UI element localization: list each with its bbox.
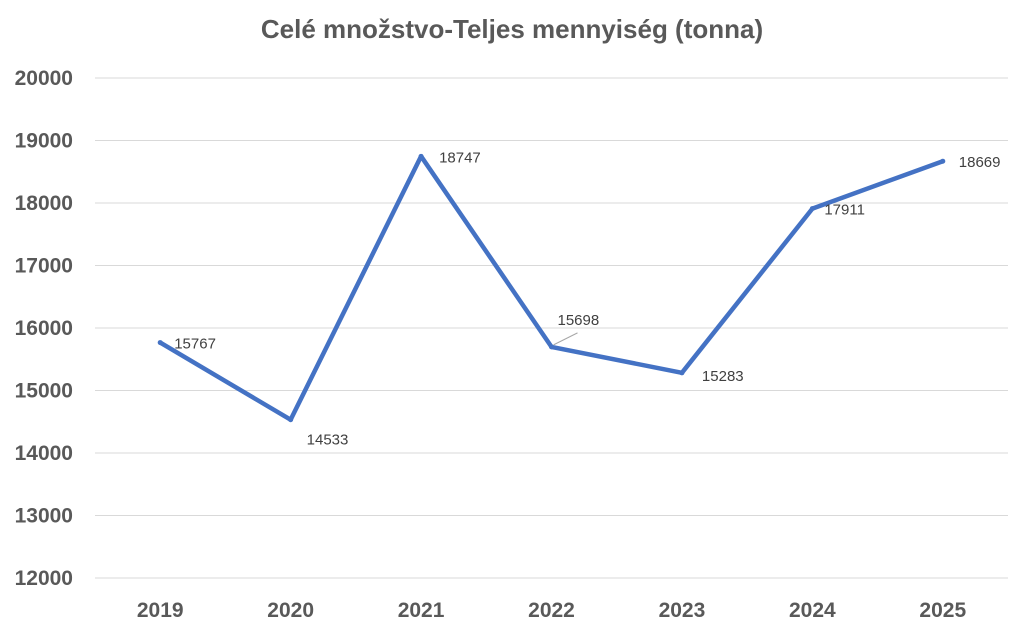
series-line-0 [157,154,946,422]
data-label-2024: 17911 [824,202,865,219]
data-point-2024 [809,206,815,212]
x-tick-label-2024: 2024 [789,599,836,622]
y-tick-label-20000: 20000 [15,67,73,90]
y-tick-label-18000: 18000 [15,192,73,215]
y-tick-label-17000: 17000 [15,255,73,278]
data-point-2019 [157,340,163,346]
chart-title: Celé množstvo-Teljes mennyiség (tonna) [260,14,764,44]
x-tick-label-2023: 2023 [659,599,706,622]
data-point-2025 [940,158,946,164]
data-label-2021: 18747 [439,149,481,166]
data-label-2020: 14533 [307,432,349,449]
y-tick-label-12000: 12000 [15,567,73,590]
y-tick-label-14000: 14000 [15,442,73,465]
y-tick-label-15000: 15000 [15,380,73,403]
data-point-2022 [549,344,554,350]
y-tick-label-19000: 19000 [15,130,73,153]
x-tick-label-2022: 2022 [528,599,575,622]
data-point-2020 [288,417,294,423]
data-label-2019: 15767 [174,336,216,353]
x-tick-label-2019: 2019 [137,599,184,622]
data-label-leader-2022 [553,332,578,346]
x-tick-label-2020: 2020 [267,599,314,622]
y-tick-label-16000: 16000 [15,317,73,340]
data-label-2022: 15698 [558,312,600,329]
x-tick-label-2025: 2025 [919,599,966,622]
y-tick-label-13000: 13000 [15,505,73,528]
data-point-2021 [418,153,424,159]
data-point-2023 [679,370,685,376]
data-label-2023: 15283 [702,368,744,385]
x-tick-label-2021: 2021 [398,599,445,622]
data-label-2025: 18669 [959,154,1001,171]
